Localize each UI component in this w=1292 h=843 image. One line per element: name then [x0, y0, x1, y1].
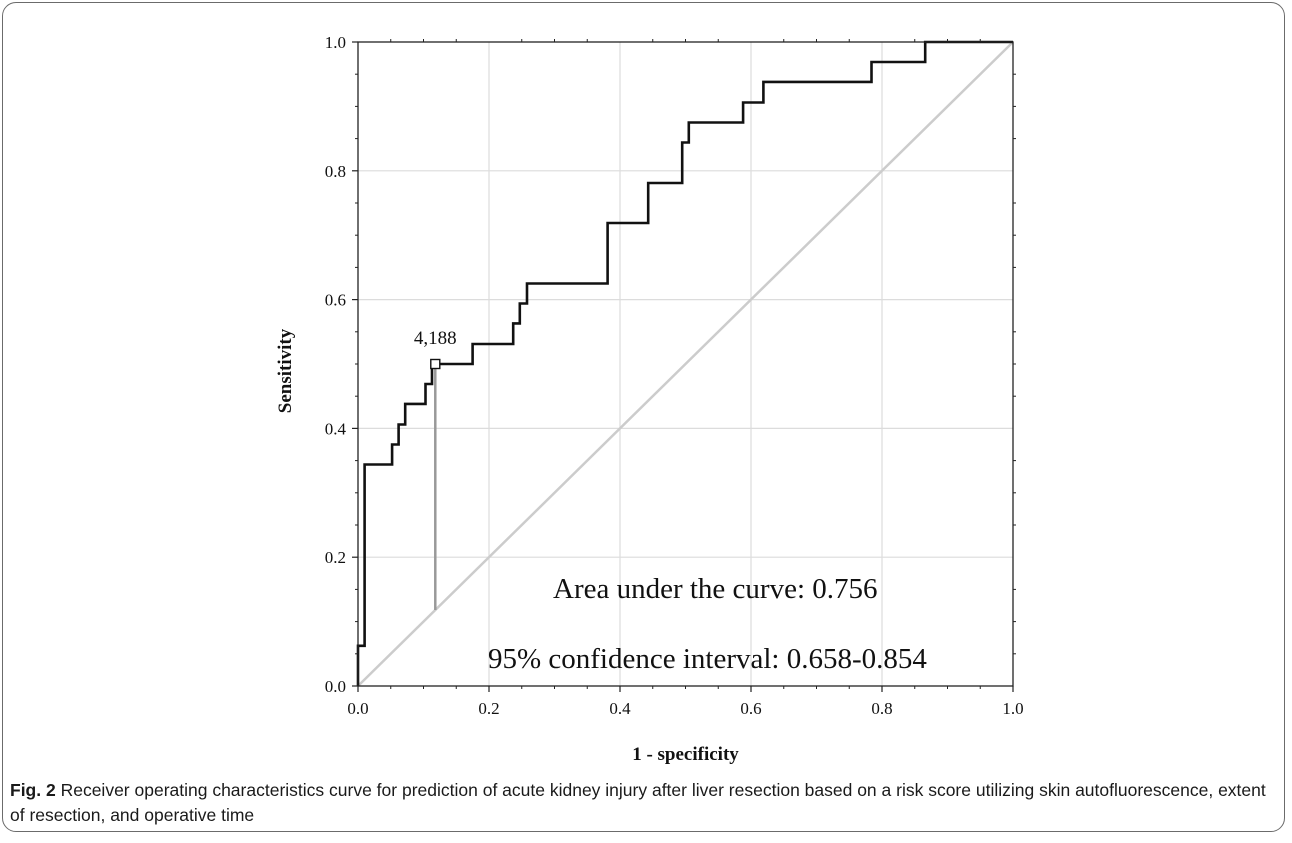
x-tick-label: 0.2 [478, 699, 499, 718]
y-tick-label: 0.8 [325, 162, 346, 181]
x-axis-label: 1 - specificity [632, 744, 739, 765]
cutoff-label: 4,188 [414, 328, 457, 349]
axis-ticks: 0.0 0.2 0.4 0.6 0.8 1.0 0.0 0.2 0.4 0.6 0.8 1.0 [325, 33, 1024, 718]
y-tick-label: 0.2 [325, 548, 346, 567]
caption-text: Receiver operating characteristics curve… [10, 780, 1266, 825]
auc-annotation: Area under the curve: 0.756 [553, 573, 878, 605]
grid [358, 42, 1013, 686]
y-tick-label: 0.0 [325, 677, 346, 696]
y-tick-label: 0.4 [325, 419, 347, 438]
x-tick-label: 1.0 [1002, 699, 1023, 718]
figure-caption: Fig. 2 Receiver operating characteristic… [10, 778, 1275, 828]
cutoff-marker [430, 358, 441, 370]
ci-annotation: 95% confidence interval: 0.658-0.854 [488, 643, 927, 675]
figure-frame [2, 2, 1285, 832]
y-tick-label: 1.0 [325, 33, 346, 52]
caption-label: Fig. 2 [10, 780, 56, 800]
x-tick-label: 0.4 [609, 699, 631, 718]
y-tick-label: 0.6 [325, 291, 346, 310]
y-axis-label: Sensitivity [275, 328, 296, 413]
roc-curve [356, 40, 1013, 686]
x-tick-label: 0.6 [740, 699, 761, 718]
reference-diagonal [357, 41, 1014, 687]
x-tick-label: 0.0 [347, 699, 368, 718]
x-tick-label: 0.8 [871, 699, 892, 718]
